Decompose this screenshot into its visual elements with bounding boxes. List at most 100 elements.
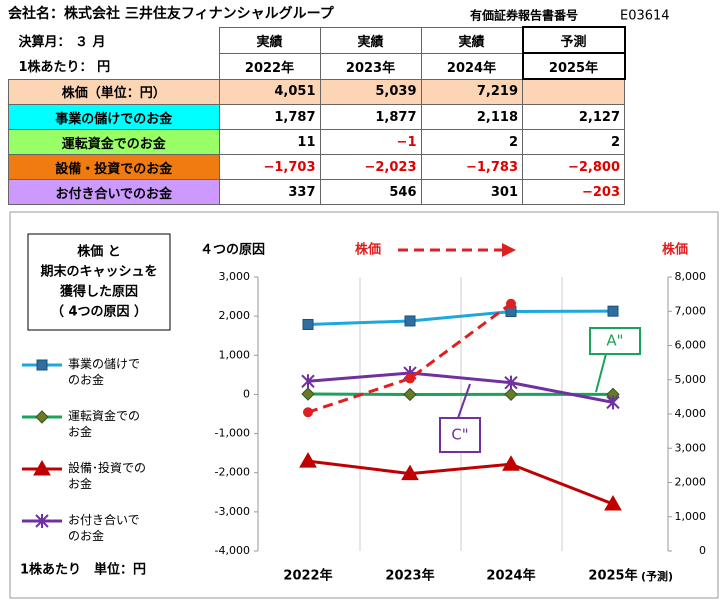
marker xyxy=(301,387,315,401)
marker xyxy=(301,374,315,389)
marker xyxy=(607,305,619,317)
callout-pointer xyxy=(457,383,471,419)
cell: 2 xyxy=(420,129,523,155)
row-label: 事業の儲けでのお金 xyxy=(8,104,220,130)
cell: 5,039 xyxy=(319,78,422,105)
tick-label: 0 xyxy=(699,544,706,557)
callout-label: A" xyxy=(606,332,623,350)
legend-label: お付き合いで のお金 xyxy=(68,513,140,543)
marker xyxy=(401,464,419,481)
data-table: 決算月： ３ 月実績 実績 実績 予測 1株あたり： 円 2022年 2023年 2024年 2… xyxy=(8,26,626,205)
marker xyxy=(33,459,51,476)
marker xyxy=(404,315,416,327)
marker xyxy=(403,387,417,402)
cell: 2,118 xyxy=(420,104,523,130)
cell: 301 xyxy=(420,179,523,205)
marker xyxy=(302,318,314,330)
cell: 7,219 xyxy=(420,78,523,105)
forecast-note: (予測) xyxy=(641,569,673,583)
callout-box xyxy=(439,417,481,453)
callout-box xyxy=(589,327,641,355)
tick-label: 2,000 xyxy=(219,309,251,322)
tick-label: -1,000 xyxy=(215,427,250,440)
marker xyxy=(35,514,49,528)
table-row: 株価（単位：円） 4,051 5,039 7,219 xyxy=(8,78,625,105)
callout-pointer xyxy=(595,353,607,393)
cell: 4,051 xyxy=(218,78,321,105)
y2-label: 株価 xyxy=(662,242,688,258)
tick-label: 7,000 xyxy=(675,304,707,317)
series-line xyxy=(307,302,512,414)
header-cell: 実績 xyxy=(218,26,321,54)
marker xyxy=(504,375,518,390)
marker xyxy=(506,298,516,309)
header-cell: 実績 xyxy=(319,26,422,54)
row-label: お付き合いでのお金 xyxy=(8,179,220,205)
note-line: 期末のキャッシュを xyxy=(40,264,157,280)
cell: −1,703 xyxy=(218,154,321,180)
company: 会社名：株式会社 三井住友フィナンシャルグループ xyxy=(8,5,335,22)
cell: 1,787 xyxy=(218,104,321,130)
price-arrow-head xyxy=(502,243,516,257)
tick-label: -2,000 xyxy=(215,466,250,479)
tick-label: 3,000 xyxy=(219,270,251,283)
header-cell: 2024年 xyxy=(420,52,523,80)
tick-label: 3,000 xyxy=(675,441,707,454)
series-line xyxy=(307,309,614,326)
table-row: お付き合いでのお金 337 546 301 −203 xyxy=(8,179,625,205)
tick-label: -4,000 xyxy=(215,544,250,557)
row-label: 運転資金でのお金 xyxy=(8,129,220,155)
note-line: （ 4つの原因 ） xyxy=(51,304,147,320)
cell: −1 xyxy=(319,129,422,155)
marker xyxy=(299,452,317,468)
header-cell: 2025年 xyxy=(521,52,626,80)
marker xyxy=(502,455,520,471)
header-row: 1株あたり： 円 2022年 2023年 2024年 2025年 xyxy=(9,52,626,80)
header-cell: 予測 xyxy=(521,26,626,54)
cell: −203 xyxy=(522,179,625,205)
marker xyxy=(303,407,313,418)
header-row: 決算月： ３ 月実績 実績 実績 予測 xyxy=(9,26,626,54)
tick-label: 5,000 xyxy=(675,373,707,386)
header-cell: 1株あたり： 円 xyxy=(18,60,111,76)
header-cell: 決算月： ３ 月 xyxy=(18,34,106,50)
legend-label: 設備･投資での お金 xyxy=(68,461,147,491)
tick-label: 6,000 xyxy=(675,339,707,352)
tick-label: -3,000 xyxy=(215,505,250,518)
unit-label: 1株あたり 単位：円 xyxy=(20,562,146,578)
marker xyxy=(606,395,620,410)
tick-label: 0 xyxy=(243,387,250,400)
header-cell: 2022年 xyxy=(218,52,321,80)
cell: 1,877 xyxy=(319,104,422,130)
price-label: 株価 xyxy=(355,242,381,258)
report-label: 有価証券報告書番号 xyxy=(470,8,578,23)
chart-title: ４つの原因 xyxy=(200,243,265,258)
tick-label: 8,000 xyxy=(675,270,707,283)
series-line xyxy=(307,459,614,506)
tick-label: 2,000 xyxy=(675,476,707,489)
cell xyxy=(522,78,625,105)
row-label: 設備・投資でのお金 xyxy=(8,154,220,180)
marker xyxy=(36,359,48,371)
cell: 546 xyxy=(319,179,422,205)
x-tick-label: 2025年 xyxy=(588,568,637,584)
header-cell: 2023年 xyxy=(319,52,422,80)
x-tick-label: 2023年 xyxy=(385,568,434,584)
x-tick-label: 2024年 xyxy=(486,568,535,584)
series-line xyxy=(307,371,614,404)
cell: 2,127 xyxy=(522,104,625,130)
marker xyxy=(405,373,415,384)
marker xyxy=(504,387,518,402)
cell: 11 xyxy=(218,129,321,155)
note-line: 株価 と xyxy=(77,244,121,260)
cell: −2,023 xyxy=(319,154,422,180)
cell: −1,783 xyxy=(420,154,523,180)
tick-label: 4,000 xyxy=(675,407,707,420)
row-label: 株価（単位：円） xyxy=(8,78,220,105)
report-no: E03614 xyxy=(620,9,670,24)
tick-label: 1,000 xyxy=(219,348,251,361)
marker xyxy=(35,410,49,424)
chart-frame xyxy=(9,211,719,599)
